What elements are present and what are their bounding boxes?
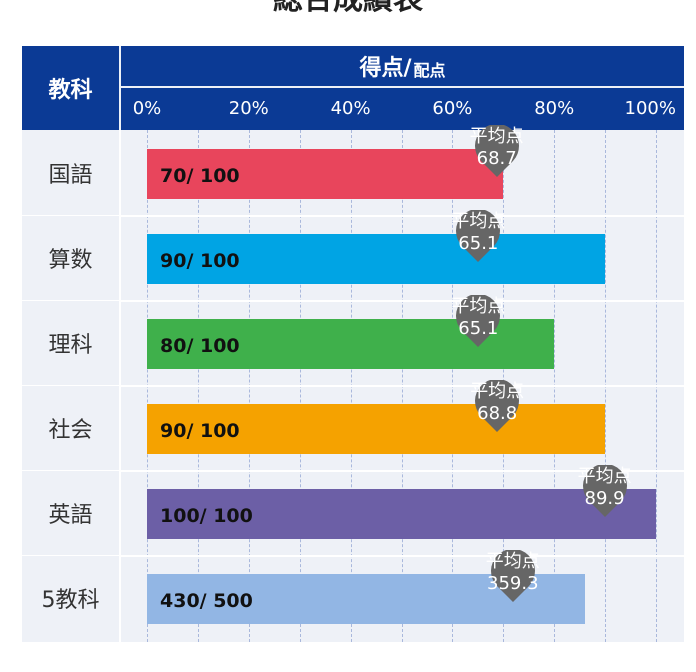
score-label: 90/ 100 xyxy=(160,420,240,442)
score-chart: 教科 得点/ 配点 0% 20% 40% 60% 80% 100% 国語 70/ 100 平均… xyxy=(22,46,684,642)
map-pin-icon xyxy=(582,465,627,517)
page-title: 総合成績表 xyxy=(0,0,696,22)
average-value: 68.8 xyxy=(477,403,518,424)
score-label: 70/ 100 xyxy=(160,165,240,187)
score-bar xyxy=(147,404,606,454)
row-separator xyxy=(22,470,684,472)
axis-tick-label: 20% xyxy=(228,98,269,119)
score-header-sub-label: 配点 xyxy=(413,60,446,80)
score-bar xyxy=(147,234,606,284)
average-marker-label: 平均点 xyxy=(577,466,632,487)
score-label: 100/ 100 xyxy=(160,505,253,527)
average-marker-label: 平均点 xyxy=(451,211,506,232)
axis-tick-label: 100% xyxy=(624,98,676,119)
average-marker: 平均点 68.7 xyxy=(470,125,524,179)
axis-tick-label: 80% xyxy=(534,98,575,119)
score-label: 90/ 100 xyxy=(160,250,240,272)
axis-tick-label: 0% xyxy=(132,98,162,119)
average-marker: 平均点 65.1 xyxy=(451,210,505,264)
score-header-label: 得点/ xyxy=(359,56,412,81)
average-marker-label: 平均点 xyxy=(469,126,524,147)
average-marker: 平均点 65.1 xyxy=(451,295,505,349)
axis-tick-label: 60% xyxy=(432,98,473,119)
average-value: 68.7 xyxy=(476,148,517,169)
row-separator xyxy=(22,385,684,387)
row-separator xyxy=(22,555,684,557)
score-label: 430/ 500 xyxy=(160,590,253,612)
axis-tick-bar: 0% 20% 40% 60% 80% 100% xyxy=(121,88,684,130)
average-value: 359.3 xyxy=(487,573,539,594)
map-pin-icon xyxy=(456,295,501,347)
score-bar xyxy=(147,149,504,199)
average-marker-label: 平均点 xyxy=(485,551,540,572)
subject-label: 理科 xyxy=(22,301,119,384)
score-header: 得点/ 配点 xyxy=(121,46,684,86)
average-marker-label: 平均点 xyxy=(470,381,525,402)
map-pin-icon xyxy=(475,380,520,432)
row-separator xyxy=(22,215,684,217)
subject-label: 英語 xyxy=(22,471,119,554)
subject-header-label: 教科 xyxy=(48,78,93,103)
axis-tick-label: 40% xyxy=(330,98,371,119)
average-value: 65.1 xyxy=(458,318,499,339)
average-marker-label: 平均点 xyxy=(451,296,506,317)
subject-label: 国語 xyxy=(22,131,119,214)
average-marker: 平均点 359.3 xyxy=(486,550,540,604)
row-separator xyxy=(22,300,684,302)
map-pin-icon xyxy=(456,210,501,262)
score-label: 80/ 100 xyxy=(160,335,240,357)
score-bar xyxy=(147,489,656,539)
map-pin-icon xyxy=(474,125,519,177)
subject-label: 5教科 xyxy=(22,556,119,639)
subject-header: 教科 xyxy=(22,46,119,130)
average-marker: 平均点 89.9 xyxy=(578,465,632,519)
map-pin-icon xyxy=(490,550,535,602)
subject-label: 社会 xyxy=(22,386,119,469)
average-value: 65.1 xyxy=(458,233,499,254)
average-value: 89.9 xyxy=(584,488,625,509)
average-marker: 平均点 68.8 xyxy=(470,380,524,434)
subject-label: 算数 xyxy=(22,216,119,299)
